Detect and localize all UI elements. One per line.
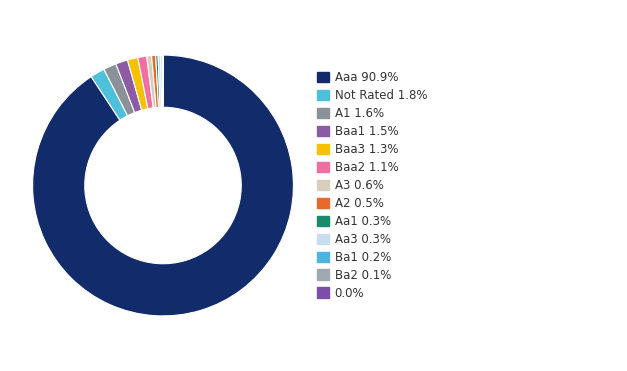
Wedge shape <box>147 56 156 108</box>
Wedge shape <box>33 55 293 316</box>
Wedge shape <box>127 58 148 110</box>
Wedge shape <box>155 55 160 107</box>
Wedge shape <box>158 55 162 107</box>
Wedge shape <box>162 55 163 107</box>
Legend: Aaa 90.9%, Not Rated 1.8%, A1 1.6%, Baa1 1.5%, Baa3 1.3%, Baa2 1.1%, A3 0.6%, A2: Aaa 90.9%, Not Rated 1.8%, A1 1.6%, Baa1… <box>317 71 427 300</box>
Wedge shape <box>152 55 159 108</box>
Wedge shape <box>138 56 153 109</box>
Wedge shape <box>161 55 162 107</box>
Wedge shape <box>104 64 135 116</box>
Wedge shape <box>91 69 127 120</box>
Wedge shape <box>116 60 142 112</box>
